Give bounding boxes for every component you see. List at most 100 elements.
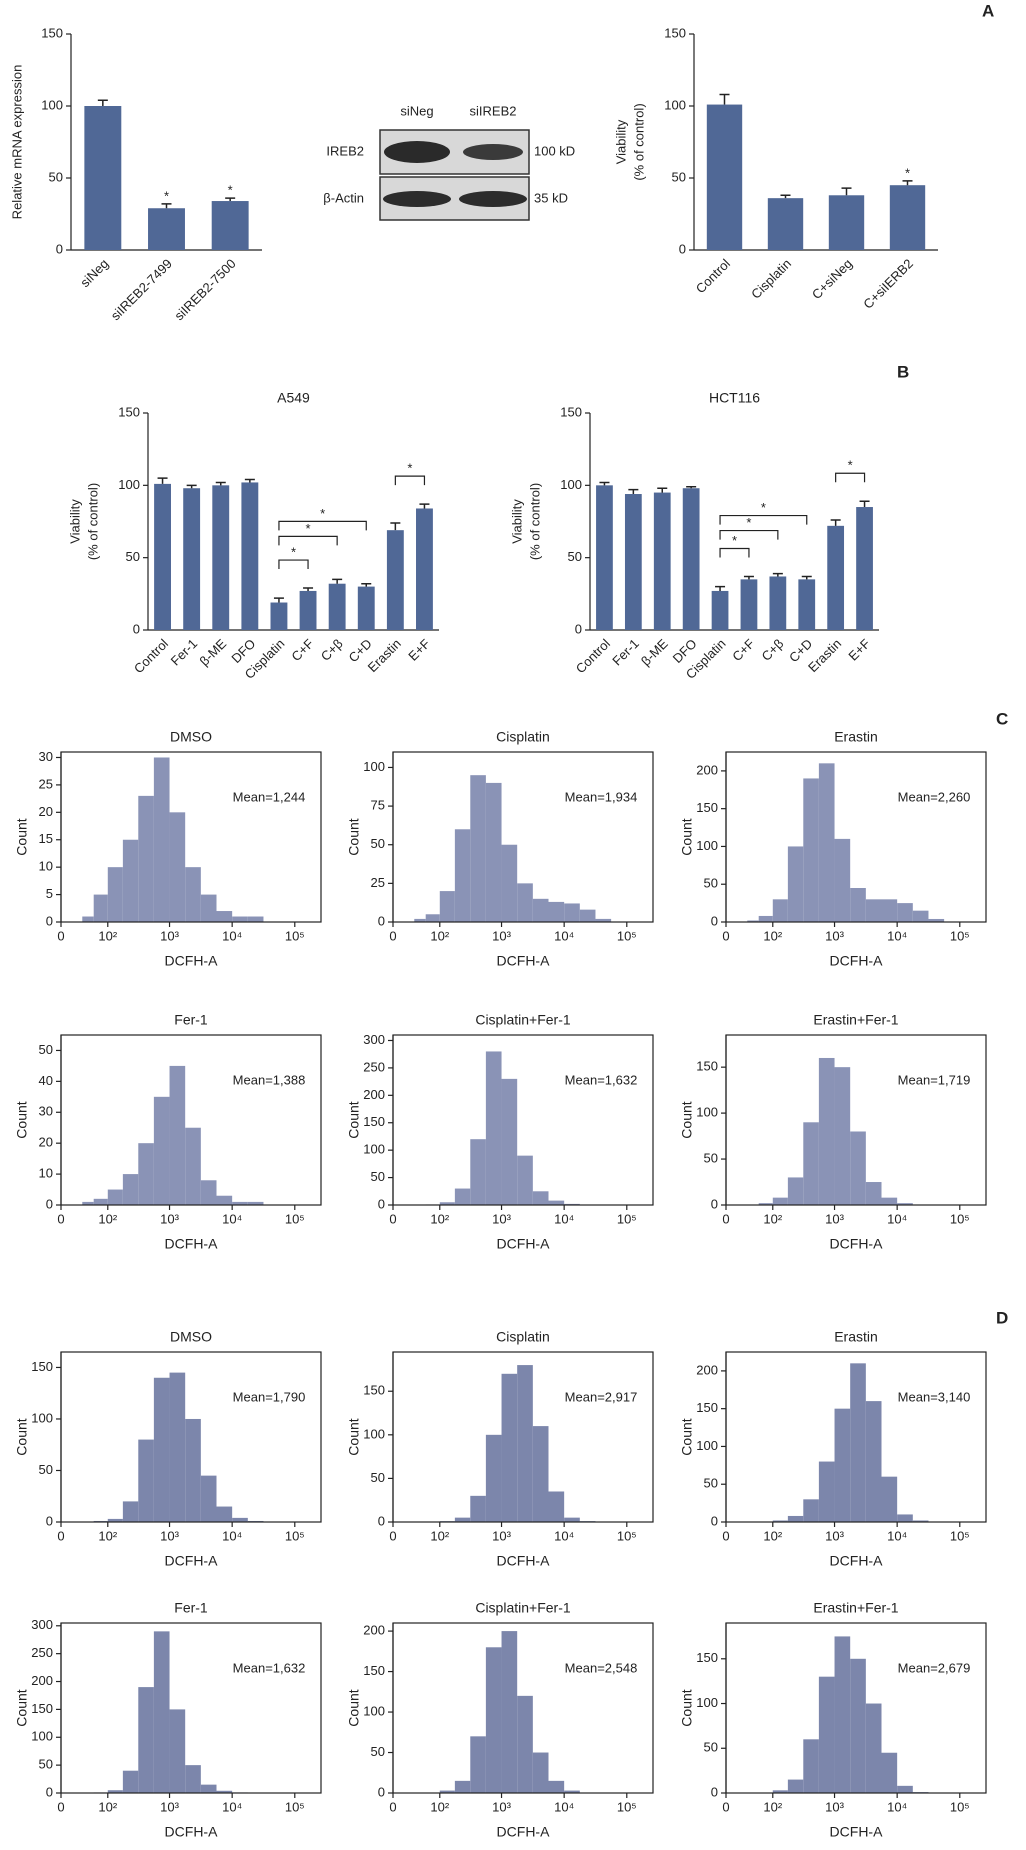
significance-bracket [719,547,750,558]
chart-title: Fer-1 [174,1012,208,1028]
histogram-bar [485,1051,502,1205]
chart-title: A549 [277,390,310,406]
x-axis-label: DCFH-A [830,953,884,969]
y-tick-label: 100 [118,477,140,492]
histogram-bar [485,1647,502,1793]
x-tick-label: Fer-1 [609,636,642,669]
annotation: Mean=2,260 [898,789,971,804]
y-tick-label: 20 [39,1135,53,1150]
y-tick-label: 40 [39,1073,53,1088]
x-tick-label: 10² [98,1528,117,1543]
significance-mark: * [732,533,737,548]
y-tick-label: 200 [696,1362,718,1377]
x-tick-label: 10⁴ [554,1799,574,1814]
significance-mark: * [746,515,751,530]
x-axis-label: DCFH-A [830,1553,884,1569]
blot-row-label: β-Actin [323,190,364,205]
y-tick-label: 100 [363,759,385,774]
y-axis-label: Count [14,1101,30,1138]
x-tick-label: 10² [763,1211,782,1226]
y-tick-label: 50 [568,549,582,564]
x-tick-label: 10³ [492,1799,511,1814]
bar [270,602,288,630]
y-tick-label: 100 [696,1695,718,1710]
x-tick-label: 0 [389,928,396,943]
y-axis-label: Count [679,818,695,855]
histogram-bar [247,916,264,922]
histogram-bar [897,1203,913,1205]
error-bar [743,575,754,580]
histogram-bar [532,1752,549,1793]
error-bar [628,488,639,495]
histogram-bar [107,1518,123,1522]
y-tick-label: 100 [41,97,63,112]
y-tick-label: 50 [704,876,718,891]
error-bar [686,486,697,489]
histogram-bar [200,1784,217,1793]
bar [769,576,787,630]
histogram-bar [818,1676,835,1793]
significance-bracket [278,559,309,570]
y-tick-label: 5 [46,886,53,901]
error-bar [902,180,913,186]
significance-mark: * [905,165,910,180]
x-tick-label: 10⁴ [222,1799,242,1814]
y-tick-label: 20 [39,804,53,819]
x-tick-label: Control [693,256,733,296]
histogram-bar [454,1188,471,1205]
bar [828,195,865,250]
histogram-bar [758,915,773,922]
chart-title: Erastin [834,729,878,745]
y-tick-label: 100 [696,1105,718,1120]
x-tick-label: 10⁵ [617,1211,637,1226]
histogram-bar [153,757,170,922]
blot-size-label: 100 kD [534,143,575,158]
histogram-bar [787,1515,804,1522]
bar [653,492,671,630]
histogram-bar [185,1418,201,1522]
annotation: Mean=3,140 [898,1389,971,1404]
error-bar [419,503,430,509]
histogram-bar [232,916,248,922]
y-tick-label: 0 [46,1784,53,1799]
x-tick-label: C+siIERB2 [860,256,916,312]
y-tick-label: 150 [363,1383,385,1398]
y-axis-label: Count [14,818,30,855]
x-tick-label: 10⁵ [617,1528,637,1543]
y-axis-label: Count [14,1689,30,1726]
x-tick-label: 0 [389,1528,396,1543]
histogram-bar [850,888,866,922]
x-tick-label: 10⁵ [950,1211,970,1226]
x-tick-label: 10³ [825,928,844,943]
y-tick-label: 30 [39,749,53,764]
y-tick-label: 10 [39,1166,53,1181]
histogram-bar [818,1461,835,1522]
y-tick-label: 0 [711,1513,718,1528]
histogram-bar [747,920,759,922]
x-axis-label: DCFH-A [165,953,219,969]
histogram-bar [881,1476,898,1522]
error-bar [841,187,852,196]
histogram-bar [818,1057,835,1205]
significance-mark: * [291,544,296,559]
y-axis-label: Viability [613,119,628,164]
bar [596,485,613,630]
x-tick-label: C+β [758,636,786,664]
y-tick-label: 0 [46,1513,53,1528]
x-tick-label: Control [131,636,171,676]
histogram-bar [439,1790,455,1793]
x-axis-label: DCFH-A [830,1824,884,1840]
histogram-bar [548,1200,565,1205]
x-axis-label: DCFH-A [497,953,551,969]
x-tick-label: 10³ [160,928,179,943]
x-tick-label: 10² [430,1211,449,1226]
error-bar [657,487,668,493]
annotation: Mean=2,917 [565,1389,638,1404]
histogram-bar [772,1520,788,1522]
chart-title: Cisplatin [496,1329,550,1345]
bar [706,104,743,250]
error-bar [801,575,812,580]
error-bar [97,99,108,106]
y-axis-label: Count [14,1418,30,1455]
chart-title: Cisplatin [496,729,550,745]
